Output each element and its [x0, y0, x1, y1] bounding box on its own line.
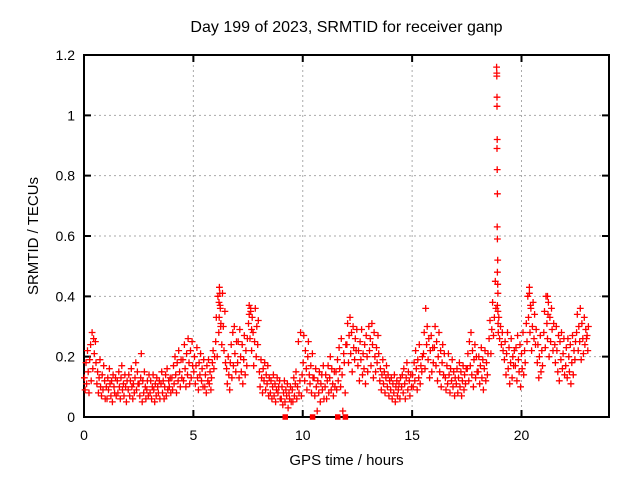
x-axis-label: GPS time / hours — [289, 452, 404, 469]
svg-text:0.6: 0.6 — [56, 228, 76, 244]
svg-text:20: 20 — [514, 427, 530, 443]
plot-title: Day 199 of 2023, SRMTID for receiver gan… — [190, 19, 503, 36]
svg-text:0.4: 0.4 — [56, 288, 76, 304]
svg-text:0.2: 0.2 — [56, 349, 76, 365]
svg-text:1.2: 1.2 — [56, 47, 76, 63]
svg-text:0.8: 0.8 — [56, 168, 76, 184]
svg-text:5: 5 — [189, 427, 197, 443]
svg-text:15: 15 — [404, 427, 420, 443]
svg-text:0: 0 — [80, 427, 88, 443]
svg-text:0: 0 — [67, 409, 75, 425]
svg-text:1: 1 — [67, 107, 75, 123]
svg-text:10: 10 — [295, 427, 311, 443]
